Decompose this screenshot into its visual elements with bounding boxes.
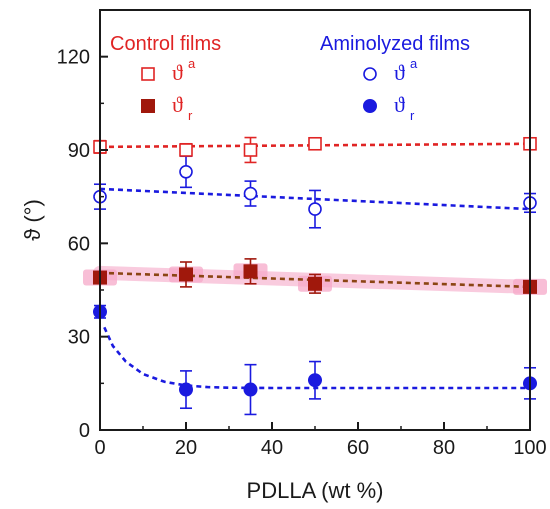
legend-symbol: ϑ bbox=[172, 92, 183, 117]
legend-heading: Control films bbox=[110, 33, 221, 55]
legend-symbol: ϑ bbox=[172, 60, 183, 85]
point-2 bbox=[179, 164, 193, 179]
x-tick-label: 0 bbox=[94, 437, 105, 459]
y-tick-label: 90 bbox=[68, 140, 90, 162]
point-3 bbox=[243, 382, 258, 397]
point-3 bbox=[179, 382, 193, 397]
point-0 bbox=[243, 143, 258, 157]
legend-subscript: r bbox=[410, 108, 415, 123]
fit-line-3 bbox=[103, 326, 530, 390]
point-1 bbox=[243, 264, 258, 279]
point-1 bbox=[308, 276, 322, 291]
data-markers bbox=[93, 136, 537, 397]
legend-marker bbox=[141, 99, 155, 113]
y-tick-label: 0 bbox=[79, 420, 90, 442]
legend-symbol: ϑ bbox=[394, 60, 405, 85]
x-tick-label: 100 bbox=[513, 437, 546, 459]
y-axis-ticks: 0 30 60 90 120 bbox=[57, 47, 108, 442]
legend-subscript: a bbox=[410, 56, 418, 71]
x-tick-label: 80 bbox=[433, 437, 455, 459]
fit-lines bbox=[99, 142, 531, 390]
legend-marker bbox=[363, 99, 377, 113]
point-2 bbox=[308, 202, 322, 216]
legend-marker bbox=[363, 67, 377, 81]
legend-marker bbox=[141, 67, 155, 81]
point-0 bbox=[179, 143, 193, 157]
x-axis-ticks: 0 20 40 60 80 100 bbox=[94, 422, 547, 459]
legend-heading: Aminolyzed films bbox=[320, 33, 470, 55]
x-tick-label: 20 bbox=[175, 437, 197, 459]
x-tick-label: 60 bbox=[347, 437, 369, 459]
point-3 bbox=[308, 373, 322, 388]
x-axis-title: PDLLA (wt %) bbox=[247, 478, 384, 503]
legend-symbol: ϑ bbox=[394, 92, 405, 117]
y-tick-label: 120 bbox=[57, 47, 90, 69]
point-0 bbox=[308, 136, 322, 151]
legend-subscript: r bbox=[188, 108, 193, 123]
x-tick-label: 40 bbox=[261, 437, 283, 459]
y-axis-title: ϑ (°) bbox=[20, 199, 45, 241]
y-tick-label: 60 bbox=[68, 233, 90, 255]
point-2 bbox=[243, 186, 258, 201]
y-tick-label: 30 bbox=[68, 327, 90, 349]
legend-subscript: a bbox=[188, 56, 196, 71]
point-1 bbox=[179, 267, 193, 282]
